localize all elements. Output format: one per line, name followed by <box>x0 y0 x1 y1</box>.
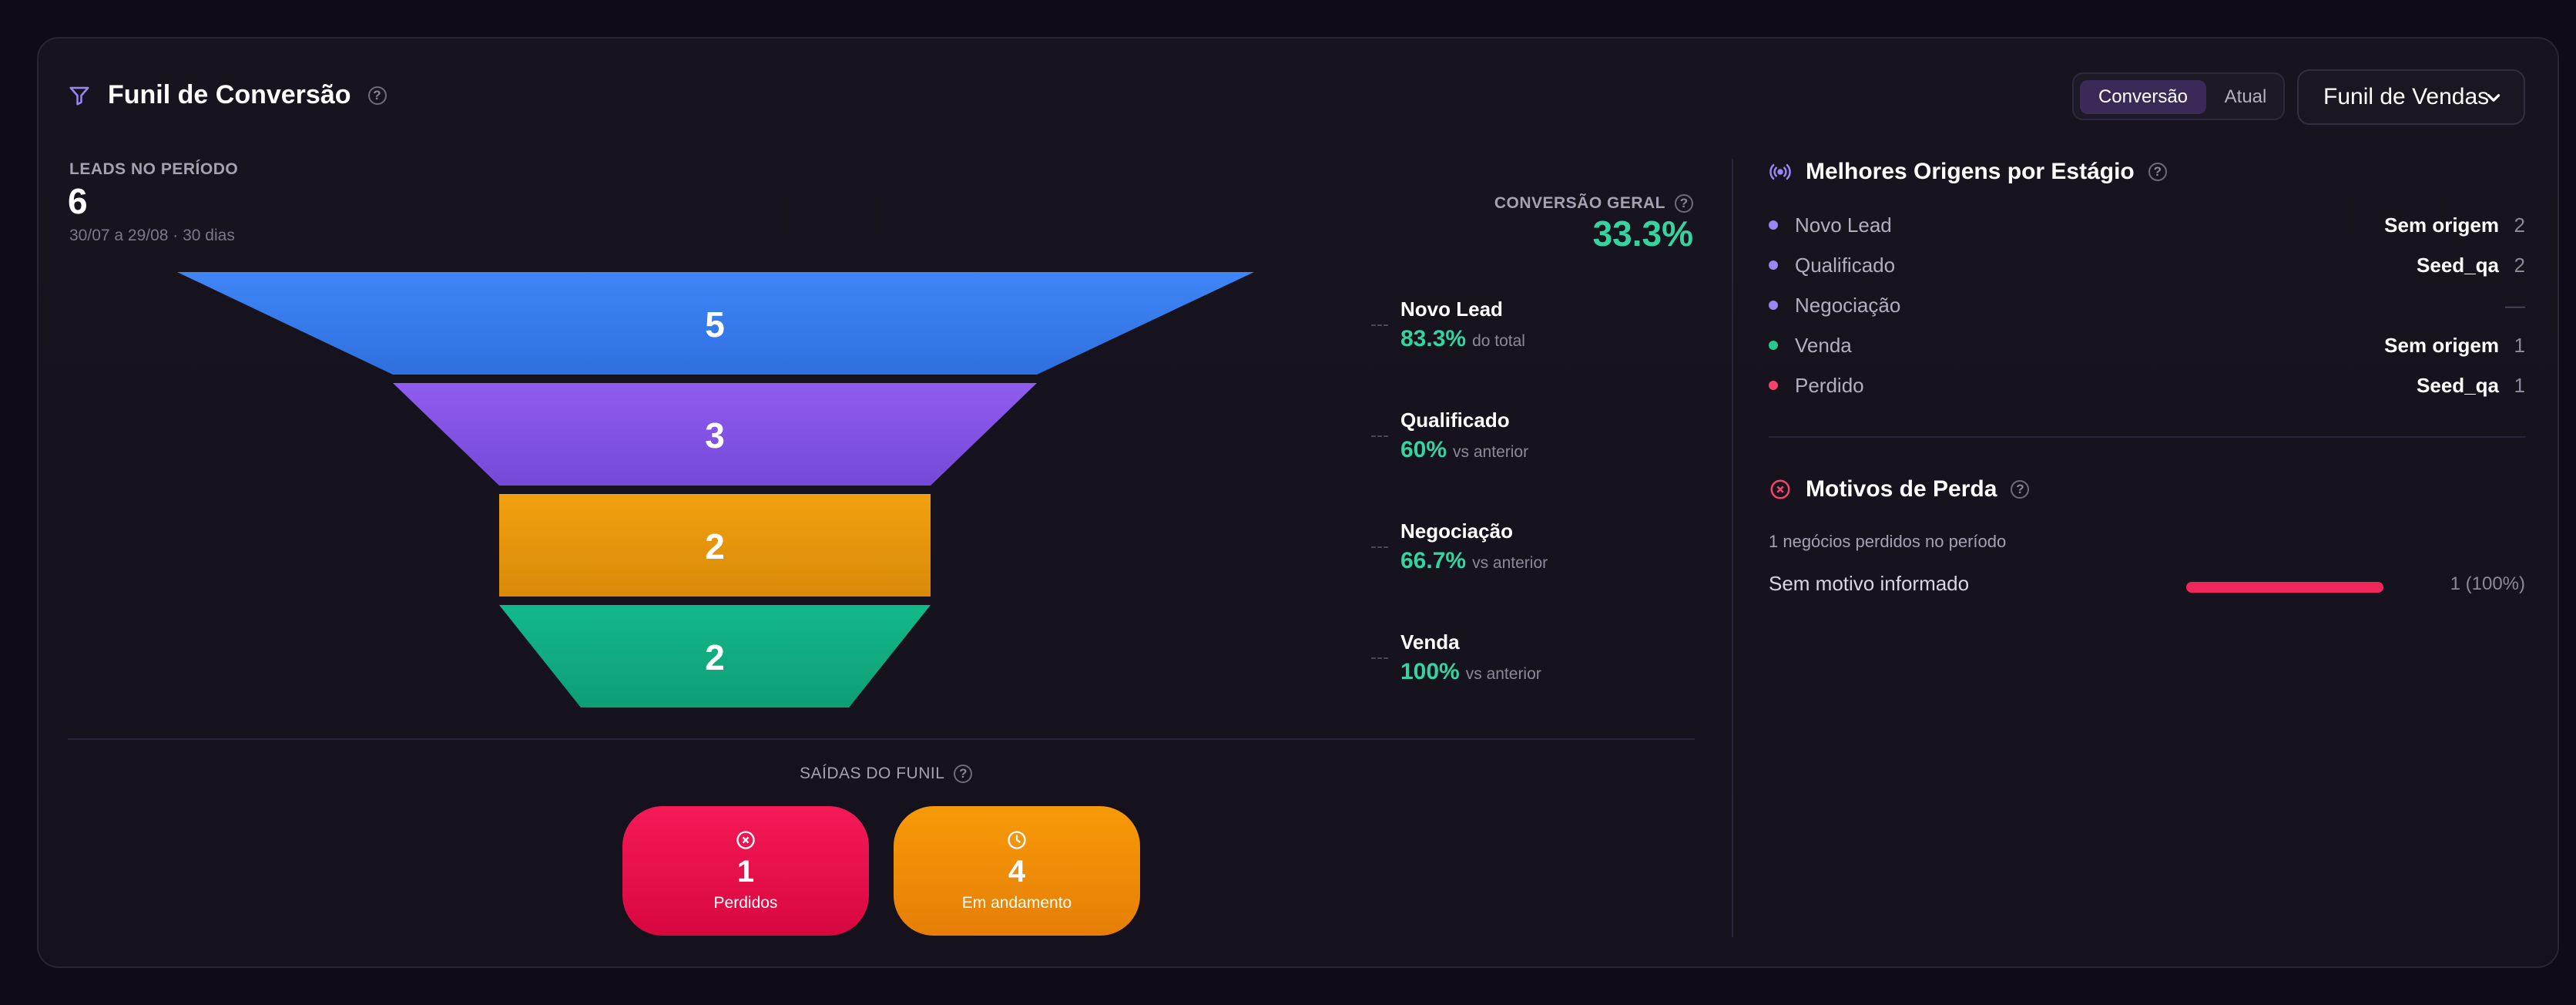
conversion-label-group: CONVERSÃO GERAL ? <box>1494 194 1693 213</box>
stage-name: Qualificado <box>1400 408 1510 432</box>
help-icon[interactable]: ? <box>367 86 387 105</box>
origin-count: 2 <box>2514 213 2525 237</box>
connector-line <box>1371 657 1388 659</box>
broadcast-icon <box>1769 163 1791 180</box>
exit-progress-label: Em andamento <box>961 894 1072 912</box>
origin-source: Seed_qa <box>2417 253 2499 277</box>
stage-label-venda: Venda 100% vs anterior <box>1400 630 1541 685</box>
origin-row: Qualificado Seed_qa 2 <box>1769 250 2525 281</box>
view-toggle: Conversão Atual <box>2072 72 2285 120</box>
help-icon[interactable]: ? <box>2011 480 2030 499</box>
conversion-label: CONVERSÃO GERAL <box>1494 194 1665 212</box>
divider <box>1769 436 2525 438</box>
loss-reason-bar <box>2186 582 2383 593</box>
leads-value: 6 <box>68 181 88 221</box>
help-icon[interactable]: ? <box>1675 194 1693 213</box>
origin-count: 2 <box>2514 253 2525 277</box>
conversion-value: 33.3% <box>1592 213 1693 254</box>
exit-progress-value: 4 <box>1008 855 1026 889</box>
loss-reason-track <box>2186 582 2383 593</box>
origin-stage: Negociação <box>1795 293 1901 317</box>
funnel-chart: 5 3 2 2 <box>177 272 1254 708</box>
funnel-count-venda: 2 <box>705 637 725 677</box>
origin-row: Novo Lead Sem origem 2 <box>1769 210 2525 240</box>
stage-rate: 60% <box>1400 437 1447 462</box>
toggle-conversion[interactable]: Conversão <box>2080 80 2206 114</box>
x-circle-icon <box>736 831 755 849</box>
origin-source: Sem origem <box>2384 333 2499 357</box>
connector-line <box>1371 546 1388 548</box>
help-icon[interactable]: ? <box>2148 163 2167 181</box>
status-dot <box>1769 301 1778 310</box>
exit-lost-value: 1 <box>736 855 755 889</box>
origin-row: Perdido Seed_qa 1 <box>1769 370 2525 401</box>
status-dot <box>1769 381 1778 390</box>
stage-rate-ref: vs anterior <box>1472 554 1548 572</box>
conversion-funnel-card <box>37 37 2559 968</box>
status-dot <box>1769 220 1778 230</box>
origin-row: Negociação — <box>1769 290 2525 321</box>
stage-name: Negociação <box>1400 519 1513 543</box>
origin-stage: Perdido <box>1795 373 1864 397</box>
funnel-segment-novo-lead[interactable] <box>177 272 1254 375</box>
pipeline-select-value: Funil de Vendas <box>2323 84 2490 109</box>
exits-label: SAÍDAS DO FUNIL <box>800 765 945 782</box>
funnel-segment-venda[interactable] <box>499 605 931 708</box>
funnel-count-qualificado: 3 <box>705 415 725 455</box>
stage-name: Novo Lead <box>1400 297 1503 321</box>
loss-subtitle: 1 negócios perdidos no período <box>1769 532 2007 551</box>
stage-rate-ref: do total <box>1472 332 1525 350</box>
stage-rate: 83.3% <box>1400 326 1467 351</box>
card-title: Funil de Conversão <box>108 80 351 109</box>
status-dot <box>1769 260 1778 270</box>
origin-source: Sem origem <box>2384 213 2499 237</box>
x-circle-icon <box>1770 479 1790 499</box>
origin-stage: Qualificado <box>1795 253 1896 277</box>
funnel-segment-qualificado[interactable] <box>393 383 1037 486</box>
origin-stage: Venda <box>1795 333 1852 357</box>
loss-reason-value: 1 (100%) <box>2450 573 2525 594</box>
help-icon[interactable]: ? <box>954 765 973 783</box>
stage-name: Venda <box>1400 630 1460 654</box>
status-dot <box>1769 341 1778 350</box>
exit-card-in-progress[interactable]: 4 Em andamento <box>894 806 1140 936</box>
stage-rate: 66.7% <box>1400 548 1467 573</box>
stage-rate-ref: vs anterior <box>1453 443 1529 461</box>
stage-label-novo-lead: Novo Lead 83.3% do total <box>1400 297 1525 352</box>
funnel-segment-negociacao[interactable] <box>499 494 931 597</box>
stage-rate: 100% <box>1400 659 1460 684</box>
divider <box>68 738 1695 740</box>
origin-stage: Novo Lead <box>1795 213 1892 237</box>
origins-heading: Melhores Origens por Estágio ? <box>1769 159 2167 185</box>
origin-source: Seed_qa <box>2417 373 2499 397</box>
funnel-count-novo-lead: 5 <box>705 304 725 345</box>
origin-row: Venda Sem origem 1 <box>1769 330 2525 361</box>
connector-line <box>1371 324 1388 326</box>
funnel-count-negociacao: 2 <box>705 526 725 566</box>
card-header: Funil de Conversão ? <box>68 80 387 110</box>
origins-title: Melhores Origens por Estágio <box>1806 159 2135 184</box>
stage-label-qualificado: Qualificado 60% vs anterior <box>1400 408 1528 463</box>
loss-title: Motivos de Perda <box>1806 476 1997 502</box>
exits-heading: SAÍDAS DO FUNIL ? <box>800 765 973 783</box>
origin-count: — <box>2505 293 2525 317</box>
stage-label-negociacao: Negociação 66.7% vs anterior <box>1400 519 1548 574</box>
divider <box>1732 159 1733 937</box>
exit-card-lost[interactable]: 1 Perdidos <box>622 806 869 936</box>
connector-line <box>1371 435 1388 437</box>
funnel-icon <box>69 86 89 105</box>
clock-icon <box>1008 831 1026 849</box>
loss-reason-label: Sem motivo informado <box>1769 572 1970 595</box>
period-range: 30/07 a 29/08 · 30 dias <box>69 227 235 244</box>
toggle-current[interactable]: Atual <box>2224 86 2267 107</box>
loss-heading: Motivos de Perda ? <box>1769 476 2030 503</box>
stage-rate-ref: vs anterior <box>1465 665 1541 683</box>
leads-label: LEADS NO PERÍODO <box>69 160 239 178</box>
exit-lost-label: Perdidos <box>713 894 778 912</box>
chevron-down-icon <box>2487 94 2501 102</box>
origin-count: 1 <box>2514 333 2525 357</box>
origin-count: 1 <box>2514 373 2525 397</box>
pipeline-select[interactable]: Funil de Vendas <box>2297 69 2525 125</box>
